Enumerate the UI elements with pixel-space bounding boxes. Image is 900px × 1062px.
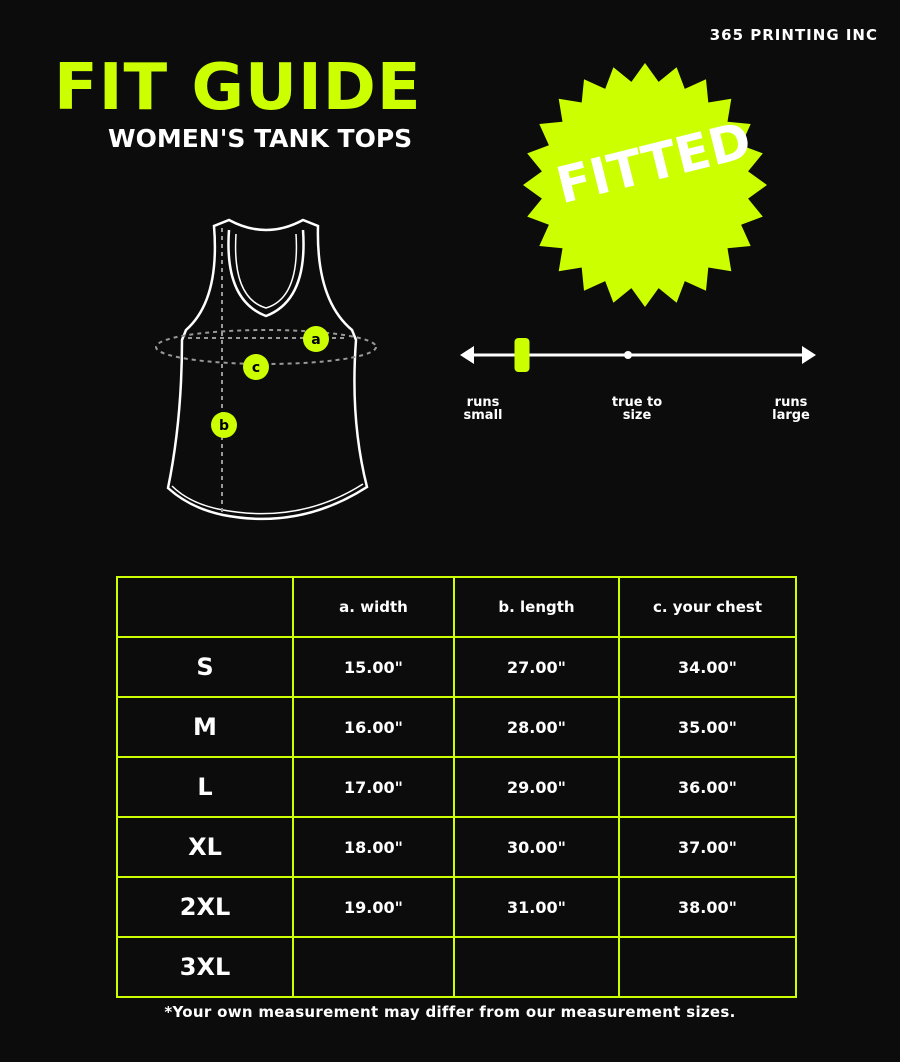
fit-scale (460, 338, 816, 372)
table-header: a. width b. length c. your chest (116, 576, 797, 638)
svg-text:b: b (219, 418, 229, 434)
footnote: *Your own measurement may differ from ou… (164, 1003, 736, 1021)
value-cell: 38.00" (618, 876, 797, 938)
scale-label-large: runs large (772, 395, 810, 423)
table-row: XL 18.00" 30.00" 37.00" (116, 816, 797, 878)
svg-text:c: c (252, 360, 260, 376)
scale-label-small: runs small (463, 395, 503, 423)
value-cell: 15.00" (292, 636, 455, 698)
value-cell (618, 936, 797, 998)
header-length: b. length (453, 576, 620, 638)
svg-text:a: a (311, 332, 320, 348)
label-c: c (243, 354, 269, 380)
value-cell: 30.00" (453, 816, 620, 878)
page-subtitle: WOMEN'S TANK TOPS (108, 124, 413, 153)
size-table: a. width b. length c. your chest S 15.00"… (116, 576, 797, 998)
table-row: 3XL (116, 936, 797, 998)
label-b: b (211, 412, 237, 438)
value-cell (292, 936, 455, 998)
header-width: a. width (292, 576, 455, 638)
table-row: 2XL 19.00" 31.00" 38.00" (116, 876, 797, 938)
value-cell: 35.00" (618, 696, 797, 758)
starburst-badge (523, 63, 767, 307)
value-cell: 37.00" (618, 816, 797, 878)
value-cell (453, 936, 620, 998)
value-cell: 17.00" (292, 756, 455, 818)
tank-top-diagram (166, 218, 369, 521)
illustration: a c b (155, 63, 816, 521)
size-cell: S (116, 636, 294, 698)
size-cell: L (116, 756, 294, 818)
page-title: FIT GUIDE (54, 51, 422, 125)
label-a: a (303, 326, 329, 352)
table-row: L 17.00" 29.00" 36.00" (116, 756, 797, 818)
scale-label-true: true to size (611, 395, 663, 423)
value-cell: 36.00" (618, 756, 797, 818)
fit-marker (514, 338, 530, 372)
table-row: S 15.00" 27.00" 34.00" (116, 636, 797, 698)
value-cell: 34.00" (618, 636, 797, 698)
value-cell: 28.00" (453, 696, 620, 758)
size-cell: 2XL (116, 876, 294, 938)
brand-name: 365 PRINTING INC (709, 26, 878, 44)
value-cell: 29.00" (453, 756, 620, 818)
value-cell: 16.00" (292, 696, 455, 758)
value-cell: 18.00" (292, 816, 455, 878)
size-cell: 3XL (116, 936, 294, 998)
size-cell: M (116, 696, 294, 758)
value-cell: 31.00" (453, 876, 620, 938)
value-cell: 19.00" (292, 876, 455, 938)
header-chest: c. your chest (618, 576, 797, 638)
value-cell: 27.00" (453, 636, 620, 698)
table-row: M 16.00" 28.00" 35.00" (116, 696, 797, 758)
size-cell: XL (116, 816, 294, 878)
